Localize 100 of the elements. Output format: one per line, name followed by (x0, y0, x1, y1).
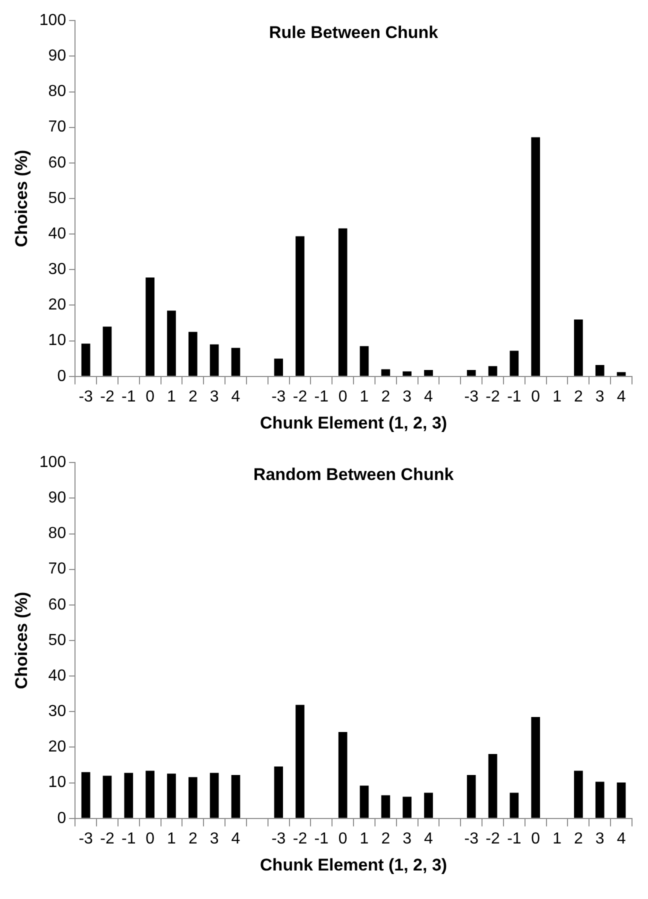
bar (424, 792, 433, 818)
bar (188, 332, 198, 376)
x-tick-label: 4 (424, 830, 434, 848)
bar (167, 774, 176, 818)
bar (531, 716, 540, 818)
x-tick-label: 3 (595, 388, 604, 406)
x-tick-label: -2 (100, 830, 114, 848)
x-tick-label: -3 (78, 830, 94, 848)
bar (381, 369, 390, 376)
x-tick-label: 3 (402, 388, 412, 406)
bar (338, 732, 348, 818)
x-tick-label: 4 (424, 388, 434, 406)
x-tick-label: -2 (292, 830, 308, 848)
chart-title: Random Between Chunk (253, 464, 454, 484)
x-tick-label: 4 (231, 830, 240, 848)
bar (510, 792, 519, 818)
y-tick-label: 20 (48, 738, 66, 756)
x-tick-label: -1 (507, 388, 522, 406)
bar (146, 277, 154, 376)
bar (274, 358, 283, 376)
bar (402, 371, 412, 376)
x-tick-label: 3 (402, 830, 412, 848)
x-tick-label: 1 (167, 388, 176, 406)
bar (616, 372, 626, 376)
x-tick-label: 0 (146, 830, 155, 848)
x-tick-label: 0 (531, 388, 540, 406)
y-tick-label: 70 (48, 560, 66, 578)
bar (210, 344, 219, 376)
x-tick-label: 2 (574, 830, 583, 848)
x-tick-label: 1 (360, 830, 369, 848)
x-tick-label: -3 (464, 388, 479, 406)
bar (595, 782, 604, 818)
bar (274, 766, 283, 818)
bar (146, 770, 154, 818)
y-tick-label: 30 (48, 261, 66, 278)
bar (360, 786, 369, 818)
y-tick-label: 50 (48, 190, 66, 207)
bar (402, 796, 412, 818)
bar (488, 754, 498, 818)
y-tick-label: 90 (48, 48, 66, 65)
y-tick-label: 10 (48, 332, 66, 350)
x-tick-label: 2 (188, 830, 198, 848)
x-tick-label: -1 (507, 830, 522, 848)
y-tick-label: 0 (57, 368, 66, 385)
bar (424, 370, 433, 376)
x-tick-label: -2 (292, 388, 308, 406)
y-axis-title: Choices (%) (12, 150, 31, 248)
bar (188, 777, 198, 818)
x-tick-label: 2 (188, 388, 198, 406)
bar (231, 348, 240, 376)
y-tick-label: 60 (48, 596, 66, 614)
x-tick-label: 1 (552, 830, 562, 848)
x-axis-title: Chunk Element (1, 2, 3) (260, 855, 448, 874)
bar (574, 319, 583, 376)
y-tick-label: 30 (48, 703, 66, 720)
x-tick-label: 0 (146, 388, 155, 406)
bar (338, 228, 348, 376)
bar (102, 326, 112, 376)
bar (210, 772, 219, 818)
bar (124, 772, 134, 818)
y-tick-label: 90 (48, 490, 66, 507)
x-tick-label: 1 (360, 388, 369, 406)
x-tick-label: 3 (210, 388, 219, 406)
y-tick-label: 80 (48, 525, 66, 542)
y-tick-label: 70 (48, 118, 66, 136)
bar (296, 704, 304, 818)
x-tick-label: 4 (231, 388, 240, 406)
bar (531, 137, 540, 376)
x-axis-title: Chunk Element (1, 2, 3) (260, 413, 448, 432)
x-tick-label: -2 (486, 388, 500, 406)
bar (102, 776, 112, 818)
bar (231, 774, 240, 818)
y-tick-label: 100 (39, 12, 66, 30)
bar (466, 370, 476, 376)
bar (510, 350, 519, 376)
y-tick-label: 60 (48, 154, 66, 172)
y-tick-label: 40 (48, 225, 66, 242)
bar (488, 366, 498, 376)
x-tick-label: 1 (552, 388, 562, 406)
x-tick-label: 2 (574, 388, 583, 406)
x-tick-label: 2 (381, 388, 390, 406)
y-axis-title: Choices (%) (12, 592, 31, 690)
y-tick-label: 0 (57, 810, 66, 827)
x-tick-label: -2 (100, 388, 114, 406)
x-tick-label: 3 (595, 830, 604, 848)
x-tick-label: 3 (210, 830, 219, 848)
bar (466, 774, 476, 818)
x-tick-label: -2 (486, 830, 500, 848)
y-tick-label: 50 (48, 632, 66, 649)
bar (616, 782, 626, 818)
x-tick-label: 4 (616, 388, 626, 406)
bar (167, 310, 176, 376)
y-tick-label: 10 (48, 774, 66, 792)
bar (81, 344, 90, 376)
y-tick-label: 20 (48, 296, 66, 314)
x-tick-label: -3 (271, 830, 286, 848)
x-tick-label: -3 (78, 388, 94, 406)
x-tick-label: -3 (271, 388, 286, 406)
x-tick-label: 0 (338, 388, 348, 406)
x-tick-label: -3 (464, 830, 479, 848)
